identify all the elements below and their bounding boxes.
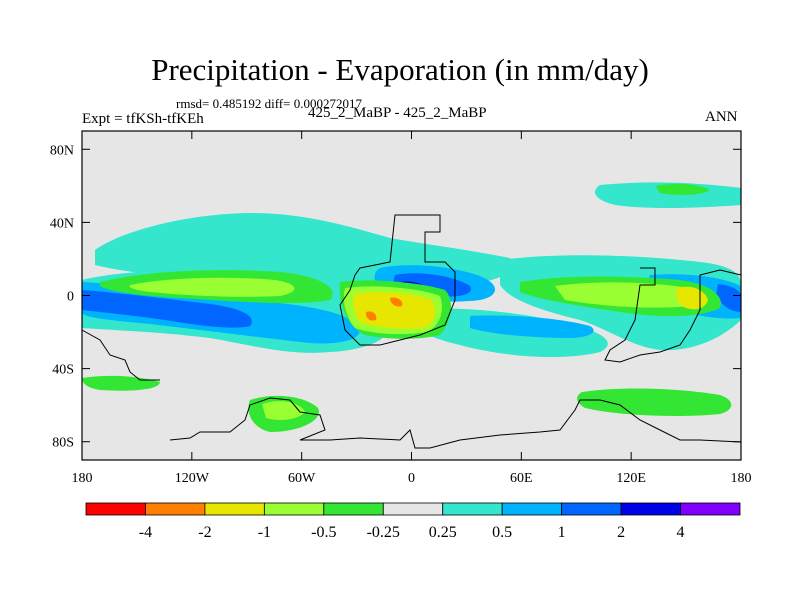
field-region-south-green-2 [577,388,732,416]
field-region-indian-lightblue [470,315,594,338]
colorbar-swatch [263,502,325,516]
field-region-eq-ygreen [129,277,295,297]
field-region-indo-ygreen [555,282,702,308]
field-region-dateline-blue [716,284,741,312]
field-region-pacific-blue [82,290,252,328]
colorbar-swatch [680,502,741,516]
coastline-americas [81,329,160,381]
colorbar-swatch [204,502,265,516]
x-tick-label: 120W [175,471,210,486]
coastline-atlantic-africa [339,214,456,346]
colorbar-swatch [145,502,206,516]
coastline-asia-australia [604,267,742,363]
field-region-south-ygreen [262,401,305,420]
x-tick-label: 120E [616,471,646,486]
x-tick-label: 60W [288,471,316,486]
axis-ticks: 180 120W 60W 0 60E 120E 180 80N 40N 0 40S 80S [50,131,752,486]
x-tick-label: 0 [408,471,415,486]
y-tick-label: 40N [50,216,74,231]
colorbar-swatch [85,502,146,516]
coastlines [81,214,742,449]
colorbar-label: 0.25 [429,524,457,541]
y-tick-label: 80N [50,143,74,158]
field-region-africa-orange [390,297,403,307]
x-tick-label: 180 [72,471,93,486]
colorbar-label: -0.25 [367,524,400,541]
x-tick-label: 60E [510,471,533,486]
colorbar-swatch [442,502,503,516]
field-contours [82,182,741,432]
colorbar-label: -2 [198,524,211,541]
case-label: 425_2_MaBP - 425_2_MaBP [308,105,487,121]
x-tick-label: 180 [731,471,752,486]
colorbar-label: 1 [558,524,566,541]
y-tick-label: 40S [52,363,74,378]
colorbar-label: 2 [617,524,625,541]
coastline-antarctica [169,397,742,449]
colorbar-swatch [382,502,444,516]
colorbar-swatch [620,502,681,516]
colorbar-swatch [323,502,384,516]
stats-line: rmsd= 0.485192 diff= 0.000272017 [176,96,362,111]
field-region-atl-orange [365,311,377,321]
colorbar-label: 0.5 [492,524,512,541]
colorbar: -4 -2 -1 -0.5 -0.25 0.25 0.5 1 2 4 [85,502,741,541]
field-region-n40-green [655,183,710,195]
colorbar-swatch [561,502,622,516]
season-label: ANN [705,109,738,125]
colorbar-label: 4 [677,524,685,541]
experiment-label: Expt = tfKSh-tfKEh [82,111,204,127]
y-tick-label: 0 [67,290,74,305]
colorbar-label: -0.5 [311,524,336,541]
colorbar-label: -1 [258,524,271,541]
chart-title: Precipitation - Evaporation (in mm/day) [151,52,649,87]
colorbar-swatch [501,502,563,516]
colorbar-label: -4 [139,524,152,541]
y-tick-label: 80S [52,436,74,451]
